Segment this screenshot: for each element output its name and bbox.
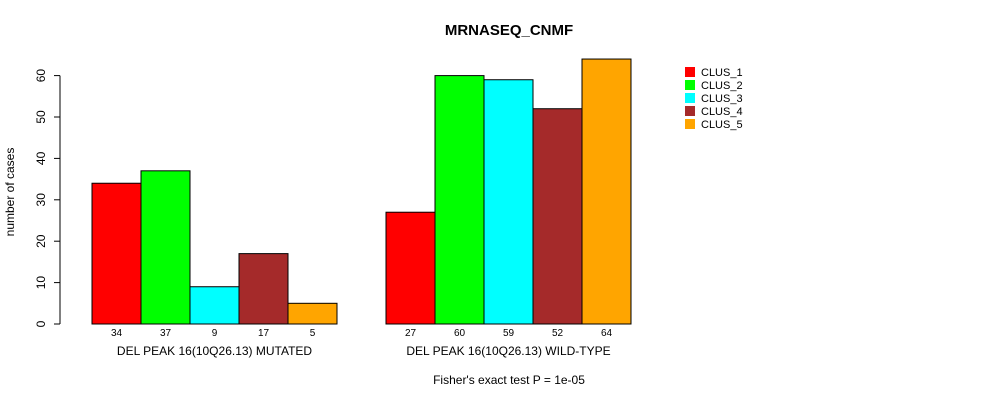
y-tick-label: 20 — [34, 234, 48, 248]
legend-swatch — [685, 119, 695, 129]
bar-clus-4 — [238, 253, 289, 325]
bar-clus-1 — [385, 211, 436, 325]
bar-value-label: 17 — [258, 328, 270, 339]
bar-value-label: 59 — [503, 328, 515, 339]
bar-clus-2 — [434, 75, 485, 325]
bar-value-label: 64 — [601, 328, 613, 339]
bar-clus-1 — [91, 182, 142, 325]
legend-swatch — [685, 80, 695, 90]
legend-label: CLUS_5 — [701, 119, 743, 131]
bar-value-label: 60 — [454, 328, 466, 339]
legend-label: CLUS_4 — [701, 106, 743, 118]
y-axis-label: number of cases — [3, 148, 17, 237]
group-label: DEL PEAK 16(10Q26.13) MUTATED — [117, 344, 313, 358]
bar-clus-4 — [532, 108, 583, 325]
y-axis: 0 10 20 30 40 50 60 — [34, 69, 61, 327]
bar-value-label: 27 — [405, 328, 417, 339]
bar-clus-3 — [483, 79, 534, 325]
bar-clus-3 — [189, 286, 240, 325]
y-tick-label: 30 — [34, 193, 48, 207]
bar-value-label: 5 — [310, 328, 316, 339]
y-tick-label: 40 — [34, 151, 48, 165]
legend-label: CLUS_1 — [701, 67, 743, 79]
bar-value-label: 9 — [212, 328, 218, 339]
legend-label: CLUS_3 — [701, 93, 743, 105]
y-tick-label: 60 — [34, 69, 48, 83]
y-tick-label: 0 — [34, 320, 48, 327]
legend-swatch — [685, 106, 695, 116]
bar-value-label: 34 — [111, 328, 123, 339]
bar-value-labels: 34 37 9 17 5 27 60 59 52 64 — [111, 328, 613, 339]
legend-label: CLUS_2 — [701, 80, 743, 92]
bars — [91, 58, 632, 325]
bar-value-label: 52 — [552, 328, 564, 339]
chart-title: MRNASEQ_CNMF — [445, 22, 573, 39]
bar-clus-5 — [287, 302, 338, 325]
group-labels: DEL PEAK 16(10Q26.13) MUTATED DEL PEAK 16… — [117, 344, 611, 358]
legend-swatch — [685, 67, 695, 77]
bar-clus-5 — [581, 58, 632, 325]
bar-clus-2 — [140, 170, 191, 325]
y-tick-label: 50 — [34, 110, 48, 124]
fisher-test-footnote: Fisher's exact test P = 1e-05 — [433, 373, 585, 387]
legend-swatch — [685, 93, 695, 103]
group-label: DEL PEAK 16(10Q26.13) WILD-TYPE — [406, 344, 610, 358]
y-tick-label: 10 — [34, 276, 48, 290]
bar-value-label: 37 — [160, 328, 172, 339]
